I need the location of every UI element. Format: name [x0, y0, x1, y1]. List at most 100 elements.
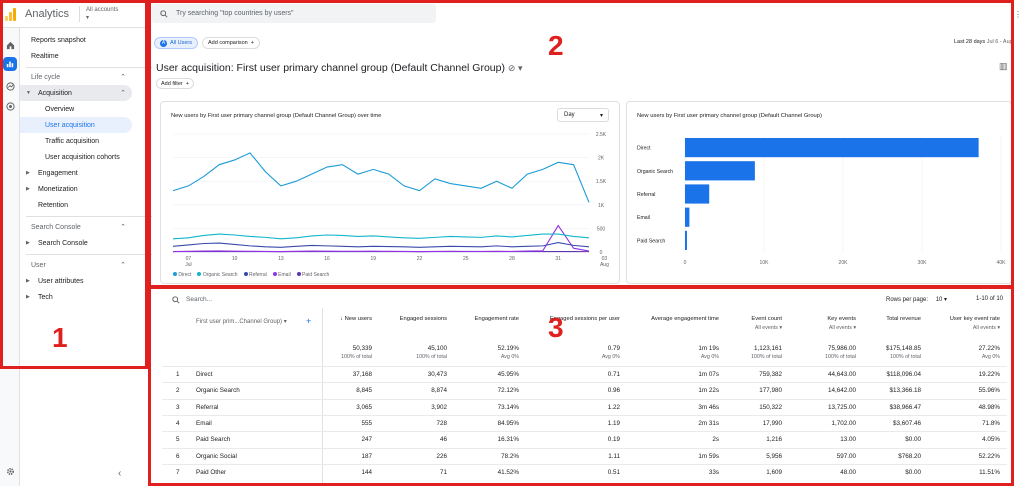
sidebar-group-search-console[interactable]: Search Console ⌃ [31, 223, 126, 232]
row-channel-name[interactable]: Organic Search [196, 387, 240, 395]
table-cell: 33s [708, 468, 719, 476]
table-row[interactable]: 7 Paid Other 144 71 41.52% 0.51 33s 1,609 48.00 $… [162, 463, 1007, 480]
column-header[interactable]: Engaged sessions per user [549, 316, 620, 322]
table-cell: 37,168 [352, 371, 372, 378]
sidebar-item-search-console[interactable]: ▶ Search Console [26, 239, 88, 247]
table-row[interactable]: 6 Organic Social 187 226 78.2% 1.11 1m 59s 5,95… [162, 447, 1007, 464]
x-tick-label: 10 [232, 256, 238, 262]
home-icon[interactable] [3, 38, 17, 52]
column-header[interactable]: Key events [827, 316, 856, 322]
row-channel-name[interactable]: Paid Search [196, 436, 231, 444]
row-channel-name[interactable]: Direct [196, 371, 213, 378]
row-channel-name[interactable]: Email [196, 419, 212, 427]
table-cell: 2m 31s [698, 419, 719, 427]
table-row[interactable]: 1 Direct 37,168 30,473 45.95% 0.71 1m 07s 759,3… [162, 366, 1007, 382]
row-channel-name[interactable]: Paid Other [196, 468, 227, 476]
legend-item-direct[interactable]: Direct [173, 272, 191, 278]
explore-icon[interactable] [3, 79, 17, 93]
category-label: Organic Search [637, 169, 673, 175]
column-header[interactable]: Total revenue [886, 316, 921, 322]
table-cell: 3m 46s [698, 403, 719, 411]
table-cell: 4.05% [982, 436, 1000, 444]
bar-paid-search[interactable] [685, 230, 687, 250]
table-cell: 1.22 [607, 403, 620, 411]
table-row[interactable]: 2 Organic Search 8,845 8,874 72.12% 0.96 1m 22… [162, 382, 1007, 398]
series-line-organic-search [172, 233, 590, 240]
add-comparison-button[interactable]: Add comparison + [202, 37, 260, 49]
apps-grid-icon[interactable]: ⋮⋮ [1014, 10, 1024, 19]
bar-email[interactable] [685, 207, 690, 227]
nav-rail [0, 28, 20, 486]
legend-item-email[interactable]: Email [272, 272, 291, 278]
event-filter-dropdown[interactable]: All events ▾ [828, 325, 856, 331]
table-cell: 71 [439, 468, 447, 476]
event-filter-dropdown[interactable]: All events ▾ [972, 325, 1000, 331]
column-header[interactable]: User key event rate [949, 316, 1000, 322]
sidebar-item-traffic-acquisition[interactable]: Traffic acquisition [45, 137, 100, 145]
legend-item-paid-search[interactable]: Paid Search [296, 272, 329, 278]
row-number: 3 [176, 403, 180, 411]
rows-per-page-select[interactable]: 10 ▾ [935, 297, 948, 303]
sidebar-item-overview[interactable]: Overview [45, 105, 75, 113]
table-cell: 597.00 [836, 452, 856, 460]
annotation-label-3: 3 [548, 312, 564, 343]
table-row[interactable]: 5 Paid Search 247 46 16.31% 0.19 2s 1,216 13.00 $… [162, 431, 1007, 447]
legend-item-referral[interactable]: Referral [243, 272, 267, 278]
table-cell: 728 [436, 419, 447, 427]
sidebar-item-tech[interactable]: ▶ Tech [26, 293, 53, 301]
bar-organic-search[interactable] [685, 161, 755, 181]
table-cell: 8,874 [431, 387, 447, 395]
row-channel-name[interactable]: Referral [196, 403, 219, 411]
table-cell: 187 [361, 452, 372, 460]
add-filter-button[interactable]: Add filter + [156, 78, 194, 89]
column-header[interactable]: Average engagement time [651, 316, 719, 322]
table-cell: 17,990 [762, 419, 782, 427]
sidebar-item-realtime[interactable]: Realtime [31, 52, 59, 60]
bar-referral[interactable] [685, 184, 710, 204]
settings-icon[interactable] [3, 464, 17, 478]
series-line-referral [172, 241, 590, 248]
sidebar-item-user-attributes[interactable]: ▶ User attributes [26, 277, 84, 285]
reports-icon[interactable] [3, 57, 17, 71]
bar-direct[interactable] [685, 138, 979, 158]
table-row[interactable]: 4 Email 555 728 84.95% 1.19 2m 31s 17,990 1,702.… [162, 414, 1007, 431]
annotation-label-2: 2 [548, 30, 564, 61]
sidebar-item-monetization[interactable]: ▶ Monetization [26, 185, 78, 193]
sidebar-item-user-acquisition[interactable]: User acquisition [20, 117, 132, 133]
column-header[interactable]: Event count [751, 316, 782, 322]
table-cell: 1m 59s [698, 452, 719, 460]
add-dimension-icon[interactable]: + [306, 316, 312, 326]
sidebar-item-acquisition[interactable]: ▼ Acquisition ⌃ [20, 85, 132, 101]
column-header[interactable]: Engagement rate [474, 316, 519, 322]
x-tick-label: 25 [463, 256, 469, 262]
row-channel-name[interactable]: Organic Social [196, 452, 237, 460]
granularity-dropdown[interactable]: Day ▾ [557, 108, 609, 122]
collapse-sidebar-button[interactable]: ‹ [118, 468, 122, 479]
table-row[interactable]: 3 Referral 3,065 3,902 73.14% 1.22 3m 46s 150,3… [162, 398, 1007, 415]
table-cell: $0.00 [905, 436, 921, 444]
table-search-input[interactable]: Search... [186, 296, 213, 303]
date-range[interactable]: Last 28 days Jul 6 - Aug [954, 39, 1013, 45]
sidebar-item-retention[interactable]: Retention [38, 201, 68, 209]
sidebar-group-user[interactable]: User ⌃ [31, 261, 126, 270]
advertising-icon[interactable] [3, 99, 17, 113]
account-selector[interactable]: All accounts ▾ [79, 5, 118, 22]
search-bar[interactable]: Try searching "top countries by users" [152, 4, 436, 23]
check-circle-icon[interactable]: ⊘ ▾ [507, 63, 523, 73]
dimension-header[interactable]: First user prim...Channel Group) ▾ [196, 319, 287, 325]
table-cell: 3,065 [356, 403, 372, 411]
x-tick-label: 13 [278, 256, 284, 262]
all-users-chip[interactable]: A All Users [154, 37, 199, 49]
x-tick-label: 0 [684, 260, 687, 266]
sidebar-item-user-acquisition-cohorts[interactable]: User acquisition cohorts [45, 153, 120, 161]
event-filter-dropdown[interactable]: All events ▾ [754, 325, 782, 331]
compare-columns-icon[interactable]: ▥ [999, 61, 1008, 71]
sidebar-item-reports-snapshot[interactable]: Reports snapshot [31, 36, 86, 44]
table-cell: $3,607.46 [892, 419, 921, 427]
column-header[interactable]: Engaged sessions [399, 316, 447, 322]
sidebar-group-lifecycle[interactable]: Life cycle ⌃ [31, 73, 126, 82]
chevron-up-icon: ⌃ [120, 74, 126, 81]
column-header[interactable]: ↓ New users [340, 316, 372, 322]
sidebar-item-engagement[interactable]: ▶ Engagement [26, 169, 78, 177]
legend-item-organic-search[interactable]: Organic Search [197, 272, 238, 278]
